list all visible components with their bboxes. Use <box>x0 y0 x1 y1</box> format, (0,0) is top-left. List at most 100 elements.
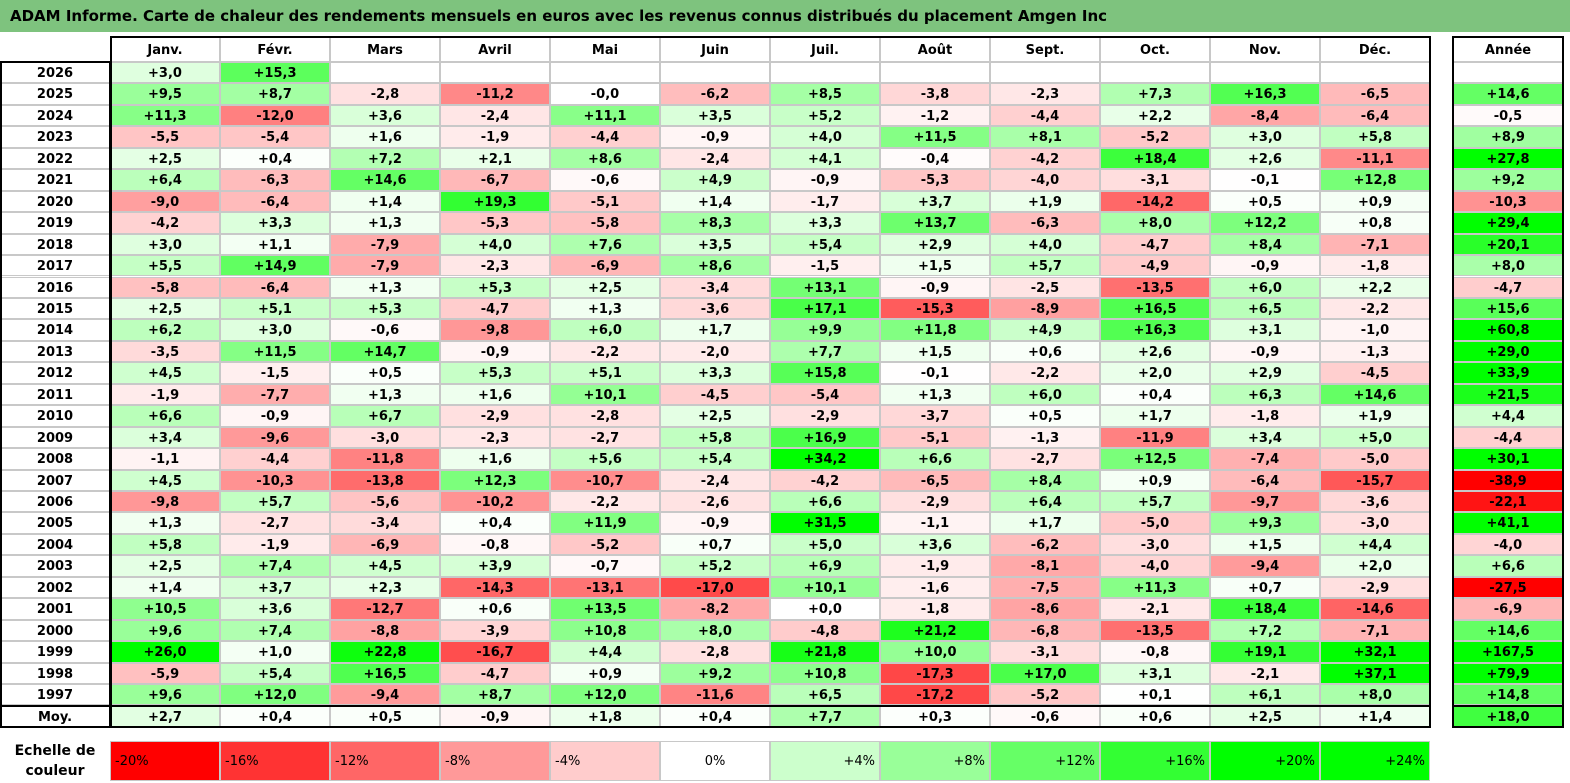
heatmap-cell: -6,7 <box>440 169 550 191</box>
heatmap-cell: +2,6 <box>1210 147 1320 170</box>
heatmap-cell: -15,7 <box>1320 469 1430 491</box>
year-label: 2013 <box>0 340 110 363</box>
heatmap-cell: +3,7 <box>220 576 330 599</box>
heatmap-cell: +5,2 <box>770 104 880 127</box>
heatmap-cell: -0,9 <box>660 512 770 534</box>
heatmap-cell: -4,5 <box>660 383 770 406</box>
heatmap-cell: +5,2 <box>660 555 770 577</box>
heatmap-cell: +13,1 <box>770 276 880 298</box>
heatmap-cell: -5,2 <box>1100 126 1210 148</box>
heatmap-cell: +6,0 <box>990 383 1100 406</box>
heatmap-cell: -4,4 <box>220 448 330 470</box>
heatmap-cell: -1,3 <box>990 426 1100 449</box>
heatmap-cell: +18,4 <box>1210 598 1320 620</box>
heatmap-cell: +15,3 <box>220 62 330 84</box>
average-cell: +0,4 <box>660 705 770 727</box>
heatmap-cell: +13,7 <box>880 212 990 234</box>
heatmap-cell <box>660 62 770 84</box>
heatmap-cell: -4,8 <box>770 619 880 642</box>
heatmap-cell: -0,9 <box>1210 255 1320 277</box>
annual-cell <box>1452 62 1564 84</box>
heatmap-cell: -1,1 <box>880 512 990 534</box>
heatmap-cell: -4,0 <box>990 169 1100 191</box>
heatmap-cell: -9,6 <box>220 426 330 449</box>
heatmap-cell: +5,3 <box>330 297 440 320</box>
heatmap-cell: +3,4 <box>1210 426 1320 449</box>
heatmap-cell: +3,6 <box>330 104 440 127</box>
annual-cell: +15,6 <box>1452 297 1564 320</box>
heatmap-cell: -3,9 <box>440 619 550 642</box>
heatmap-cell: -7,7 <box>220 383 330 406</box>
heatmap-cell: -4,7 <box>1100 233 1210 256</box>
year-label: 2006 <box>0 491 110 513</box>
heatmap-cell: +0,1 <box>1100 684 1210 706</box>
heatmap-cell: -4,2 <box>110 212 220 234</box>
heatmap-cell: -1,8 <box>1210 405 1320 427</box>
heatmap-cell: +5,3 <box>440 276 550 298</box>
legend-title-line2: couleur <box>25 763 85 779</box>
heatmap-cell: +2,2 <box>1100 104 1210 127</box>
heatmap-cell: -12,7 <box>330 598 440 620</box>
heatmap-cell: +5,4 <box>660 448 770 470</box>
year-label: 1998 <box>0 662 110 685</box>
year-label: 1999 <box>0 641 110 663</box>
heatmap-cell: +1,9 <box>990 190 1100 213</box>
heatmap-cell: -1,3 <box>1320 340 1430 363</box>
average-cell: +2,5 <box>1210 705 1320 727</box>
heatmap-cell: +19,1 <box>1210 641 1320 663</box>
average-cell: +0,6 <box>1100 705 1210 727</box>
heatmap-cell: +2,6 <box>1100 340 1210 363</box>
heatmap-cell: -1,8 <box>880 598 990 620</box>
heatmap-cell: -5,0 <box>1100 512 1210 534</box>
heatmap-cell: +0,4 <box>1100 383 1210 406</box>
heatmap-cell: +9,5 <box>110 83 220 105</box>
annual-average-cell: +18,0 <box>1452 705 1564 727</box>
heatmap-cell: -11,2 <box>440 83 550 105</box>
year-label: 2026 <box>0 62 110 84</box>
heatmap-cell <box>770 62 880 84</box>
heatmap-cell: +1,3 <box>110 512 220 534</box>
heatmap-cell: -14,3 <box>440 576 550 599</box>
annual-cell: +29,0 <box>1452 340 1564 363</box>
heatmap-cell: +6,6 <box>110 405 220 427</box>
heatmap-cell: +1,3 <box>880 383 990 406</box>
heatmap-cell: +1,7 <box>1100 405 1210 427</box>
heatmap-cell: -4,7 <box>440 297 550 320</box>
heatmap-cell: -6,5 <box>880 469 990 491</box>
heatmap-cell: -0,8 <box>440 533 550 556</box>
year-label: 2005 <box>0 512 110 534</box>
heatmap-cell: -6,5 <box>1320 83 1430 105</box>
heatmap-cell: -2,3 <box>440 255 550 277</box>
heatmap-cell: +8,7 <box>440 684 550 706</box>
heatmap-cell: +8,0 <box>1100 212 1210 234</box>
heatmap-cell: +2,3 <box>330 576 440 599</box>
annual-cell: +9,2 <box>1452 169 1564 191</box>
heatmap-cell: +15,8 <box>770 362 880 384</box>
heatmap-cell: -2,4 <box>660 469 770 491</box>
heatmap-cell: +21,8 <box>770 641 880 663</box>
heatmap-cell: -8,4 <box>1210 104 1320 127</box>
year-label: 2002 <box>0 576 110 599</box>
heatmap-cell: +6,6 <box>770 491 880 513</box>
heatmap-cell: +6,0 <box>550 319 660 341</box>
heatmap-cell: -2,8 <box>330 83 440 105</box>
heatmap-cell: +5,1 <box>220 297 330 320</box>
heatmap-cell: +8,5 <box>770 83 880 105</box>
year-label: 2004 <box>0 533 110 556</box>
heatmap-cell: +5,8 <box>660 426 770 449</box>
heatmap-cell: -17,0 <box>660 576 770 599</box>
heatmap-cell: +16,5 <box>1100 297 1210 320</box>
month-header: Févr. <box>220 37 330 62</box>
legend-swatch: -20% <box>110 741 220 781</box>
heatmap-cell: +5,8 <box>110 533 220 556</box>
heatmap-cell: +3,9 <box>440 555 550 577</box>
heatmap-cell: -9,0 <box>110 190 220 213</box>
heatmap-cell: +6,4 <box>110 169 220 191</box>
month-header: Juil. <box>770 37 880 62</box>
heatmap-cell: -5,1 <box>550 190 660 213</box>
heatmap-cell: -2,2 <box>550 491 660 513</box>
heatmap-cell: +3,1 <box>1100 662 1210 685</box>
heatmap-cell: -2,5 <box>990 276 1100 298</box>
heatmap-cell: -2,2 <box>550 340 660 363</box>
legend-swatch: +8% <box>880 741 990 781</box>
